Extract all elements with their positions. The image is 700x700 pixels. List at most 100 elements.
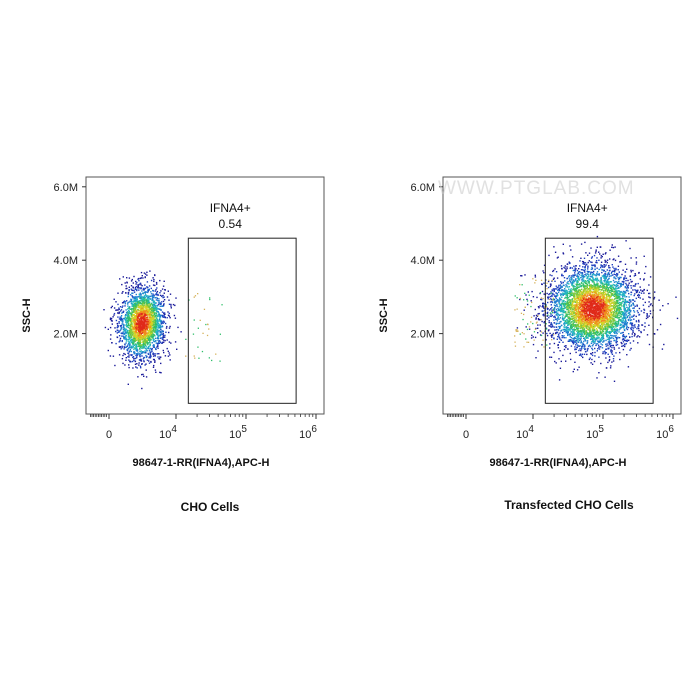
event-dot <box>151 323 154 325</box>
event-dot <box>131 278 133 281</box>
event-dot <box>622 335 624 338</box>
event-dot <box>138 344 140 346</box>
event-dot <box>170 303 172 306</box>
event-dot <box>147 319 149 321</box>
event-dot <box>135 310 138 312</box>
event-dot <box>119 306 122 308</box>
event-dot <box>633 275 636 277</box>
event-dot <box>124 329 127 332</box>
event-dot <box>139 311 141 313</box>
event-dot <box>157 314 159 316</box>
event-dot <box>136 363 138 365</box>
event-dot <box>133 351 135 353</box>
event-dot <box>135 323 138 325</box>
x-tick-label: 104 <box>159 424 177 441</box>
event-dot <box>131 327 134 329</box>
event-dot <box>147 296 150 299</box>
event-dot <box>591 316 593 318</box>
event-dot <box>609 286 611 289</box>
event-dot <box>142 337 145 339</box>
event-dot <box>605 327 607 329</box>
event-dot <box>648 296 650 298</box>
event-dot <box>553 304 556 306</box>
event-dot <box>151 327 153 330</box>
event-dot <box>575 302 578 304</box>
event-dot-outlier <box>201 350 204 353</box>
event-dot <box>583 296 586 298</box>
event-dot <box>565 320 567 322</box>
event-dot <box>605 348 607 350</box>
event-dot <box>127 308 129 310</box>
event-dot <box>613 276 615 278</box>
event-dot <box>525 326 527 328</box>
event-dot <box>129 329 131 331</box>
event-dot <box>111 342 113 344</box>
event-dot <box>174 304 176 307</box>
event-dot <box>131 308 133 311</box>
event-dot <box>118 354 121 356</box>
event-dot <box>128 331 131 334</box>
event-dot <box>605 348 608 350</box>
event-dot <box>128 341 130 344</box>
event-dot <box>127 318 129 320</box>
event-dot <box>149 310 151 312</box>
event-dot <box>593 296 595 298</box>
event-dot <box>583 263 585 265</box>
event-dot <box>575 325 577 328</box>
event-dot <box>531 290 533 293</box>
event-dot <box>150 320 152 322</box>
event-dot <box>621 283 623 286</box>
event-dot <box>605 339 607 342</box>
event-dot <box>143 375 145 377</box>
event-dot <box>122 325 125 328</box>
event-dot <box>121 332 123 334</box>
event-dot <box>122 327 124 329</box>
event-dot <box>566 329 568 331</box>
plot-frame <box>85 176 325 415</box>
event-dot <box>127 324 129 327</box>
event-dot <box>154 284 156 287</box>
event-dot <box>589 357 591 359</box>
event-dot <box>593 281 595 283</box>
event-dot <box>595 250 597 253</box>
event-dot <box>133 289 135 292</box>
event-dot <box>615 312 617 315</box>
event-dot <box>139 315 141 317</box>
event-dot <box>601 265 604 267</box>
event-dot <box>569 266 572 269</box>
event-dot <box>553 246 555 248</box>
event-dot <box>141 316 144 319</box>
event-dot <box>596 318 598 320</box>
event-dot <box>124 353 126 356</box>
event-dot <box>133 313 135 316</box>
event-dot <box>157 341 160 344</box>
event-dot <box>593 270 595 273</box>
event-dot <box>151 330 153 333</box>
event-dot <box>576 324 578 326</box>
event-dot <box>139 346 141 349</box>
event-dot <box>575 299 578 302</box>
event-dot <box>625 284 628 286</box>
event-dot <box>134 325 137 327</box>
event-dot <box>159 315 161 317</box>
event-dot <box>574 336 576 339</box>
event-dot <box>614 316 616 319</box>
event-dot <box>639 278 641 280</box>
event-dot <box>151 320 154 322</box>
event-dot <box>150 293 153 295</box>
event-dot <box>613 267 615 270</box>
event-dot <box>582 263 584 265</box>
event-dot <box>118 321 120 323</box>
event-dot <box>160 326 162 329</box>
event-dot <box>595 290 598 292</box>
event-dot <box>143 316 146 318</box>
event-dot <box>592 339 594 341</box>
event-dot <box>123 301 125 303</box>
event-dot <box>119 317 122 320</box>
event-dot <box>158 300 160 302</box>
event-dot <box>163 321 165 323</box>
event-dot <box>150 320 152 323</box>
event-dot <box>610 287 613 289</box>
event-dot <box>160 323 163 325</box>
event-dot <box>564 267 566 269</box>
